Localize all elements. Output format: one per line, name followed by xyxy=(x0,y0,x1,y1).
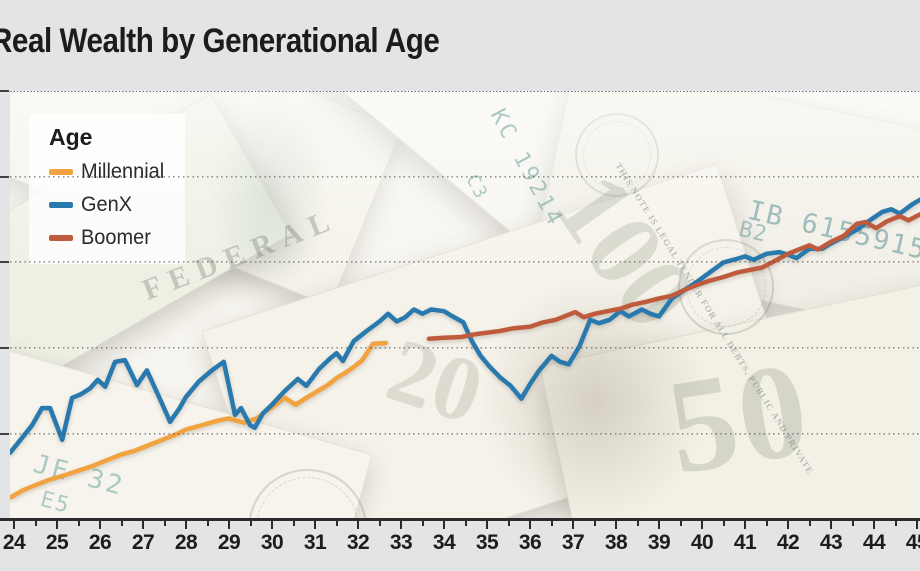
chart-lines xyxy=(10,197,920,500)
x-axis-minor-tick xyxy=(292,521,295,526)
x-axis-tick xyxy=(185,521,187,529)
y-axis-tick xyxy=(0,90,9,92)
legend-item-boomer: Boomer xyxy=(49,221,185,254)
x-axis-label: 43 xyxy=(819,531,843,554)
x-axis-minor-tick xyxy=(765,521,768,526)
x-axis-label: 40 xyxy=(690,531,714,554)
x-axis-tick xyxy=(142,521,144,529)
x-axis-minor-tick xyxy=(335,521,338,526)
x-axis-minor-tick xyxy=(77,521,80,526)
x-axis-label: 38 xyxy=(604,531,628,554)
x-axis-minor-tick xyxy=(851,521,854,526)
x-axis-minor-tick xyxy=(507,521,510,526)
chart-title: Real Wealth by Generational Age xyxy=(0,22,440,60)
x-axis-minor-tick xyxy=(34,521,37,526)
x-axis-minor-tick xyxy=(636,521,639,526)
x-axis-tick xyxy=(486,521,488,529)
x-axis-tick xyxy=(13,521,15,529)
x-axis-label: 37 xyxy=(561,531,585,554)
x-axis-minor-tick xyxy=(679,521,682,526)
x-axis-tick xyxy=(873,521,875,529)
x-axis-minor-tick xyxy=(378,521,381,526)
x-axis-tick xyxy=(99,521,101,529)
x-axis-tick xyxy=(56,521,58,529)
x-axis-minor-tick xyxy=(120,521,123,526)
x-axis-tick xyxy=(314,521,316,529)
x-axis-label: 29 xyxy=(217,531,241,554)
legend: Age Millennial GenX Boomer xyxy=(29,114,185,264)
x-axis-label: 24 xyxy=(2,531,26,554)
x-axis-tick xyxy=(615,521,617,529)
x-axis-label: 45 xyxy=(905,531,920,554)
gridline xyxy=(10,175,920,178)
x-axis-label: 30 xyxy=(260,531,284,554)
x-axis-minor-tick xyxy=(808,521,811,526)
x-axis-label: 34 xyxy=(432,531,456,554)
x-axis-tick xyxy=(572,521,574,529)
x-axis-label: 28 xyxy=(174,531,198,554)
x-axis-tick xyxy=(228,521,230,529)
x-axis-label: 42 xyxy=(776,531,800,554)
x-axis-label: 35 xyxy=(475,531,499,554)
x-axis-label: 44 xyxy=(862,531,886,554)
x-axis-tick xyxy=(787,521,789,529)
x-axis-label: 39 xyxy=(647,531,671,554)
x-axis-label: 36 xyxy=(518,531,542,554)
x-axis-tick xyxy=(658,521,660,529)
gridline xyxy=(10,91,920,92)
gridline xyxy=(10,261,920,264)
legend-item-genx: GenX xyxy=(49,188,185,221)
x-axis: 24 25 26 27 28 29 30 31 32 33 34 35 36 37 38 39 40 41 42 43… xyxy=(0,516,920,571)
series-line-boomer xyxy=(426,212,920,341)
y-axis-tick xyxy=(0,175,9,178)
x-axis-tick xyxy=(271,521,273,529)
x-axis-minor-tick xyxy=(550,521,553,526)
x-axis-tick xyxy=(357,521,359,529)
legend-label: GenX xyxy=(81,192,133,216)
legend-label: Boomer xyxy=(81,225,151,249)
x-axis-label: 32 xyxy=(346,531,370,554)
x-axis-minor-tick xyxy=(894,521,897,526)
gridline xyxy=(10,432,920,435)
x-axis-label: 41 xyxy=(733,531,757,554)
legend-swatch-boomer xyxy=(49,234,73,241)
x-axis-label: 26 xyxy=(88,531,112,554)
x-axis-tick xyxy=(443,521,445,529)
x-axis-minor-tick xyxy=(206,521,209,526)
x-axis-minor-tick xyxy=(464,521,467,526)
x-axis-tick xyxy=(744,521,746,529)
x-axis-minor-tick xyxy=(163,521,166,526)
y-axis-tick xyxy=(0,347,9,350)
x-axis-tick xyxy=(830,521,832,529)
x-axis-label: 25 xyxy=(45,531,69,554)
series-line-millennial xyxy=(10,340,389,500)
x-axis-label: 31 xyxy=(303,531,327,554)
gridline xyxy=(10,347,920,350)
x-axis-tick xyxy=(916,521,918,529)
series-line-genx xyxy=(10,197,920,455)
legend-swatch-millennial xyxy=(49,168,73,175)
y-axis-tick xyxy=(0,261,9,264)
legend-swatch-genx xyxy=(49,201,73,208)
x-axis-tick xyxy=(701,521,703,529)
x-axis-tick xyxy=(529,521,531,529)
x-axis-label: 27 xyxy=(131,531,155,554)
legend-title: Age xyxy=(49,124,93,150)
x-axis-minor-tick xyxy=(593,521,596,526)
x-axis-minor-tick xyxy=(249,521,252,526)
x-axis-line xyxy=(0,518,920,521)
x-axis-minor-tick xyxy=(722,521,725,526)
x-axis-tick xyxy=(400,521,402,529)
y-axis-tick xyxy=(0,432,9,435)
x-axis-minor-tick xyxy=(421,521,424,526)
x-axis-label: 33 xyxy=(389,531,413,554)
